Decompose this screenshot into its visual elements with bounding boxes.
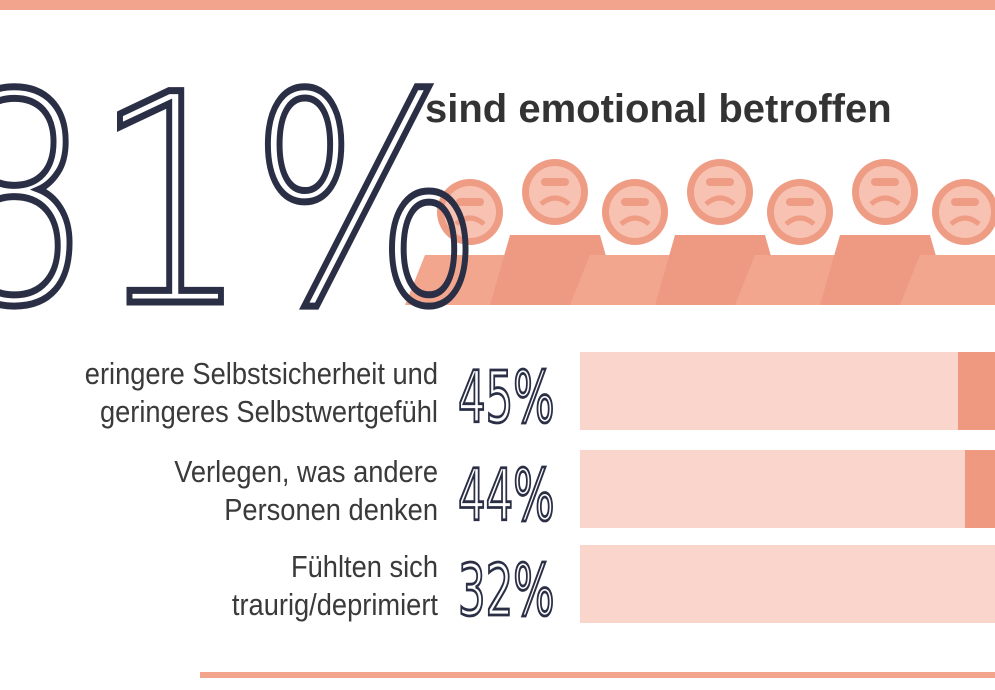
item-label: geringeres Selbstwertgefühl [100,395,438,429]
item-label: Personen denken [224,493,438,527]
person-mouth [704,195,736,206]
person-eyes [456,198,484,206]
person-mouth [869,195,901,206]
person-eyes [541,178,569,186]
bar-end [958,352,995,430]
bar-track [580,352,995,430]
person-mouth [949,215,981,226]
person-mouth [454,215,486,226]
person-face [939,186,991,238]
person-eyes [786,198,814,206]
person-mouth [784,215,816,226]
person-face [609,186,661,238]
person-body [900,255,995,305]
person-face [859,166,911,218]
bar-end [965,450,995,528]
headline-text: sind emotional betroffen [425,87,892,131]
item-percent: 32% [458,549,554,632]
person-mouth [539,195,571,206]
person-face [694,166,746,218]
bottom-rule [200,672,995,678]
headline-percent: 81% [0,34,484,371]
people-icons [405,159,995,305]
item-label: eringere Selbstsicherheit und [85,357,438,391]
items: eringere Selbstsicherheit und geringeres … [85,352,995,633]
item-percent: 44% [458,454,554,537]
person-eyes [871,178,899,186]
item-percent: 45% [458,356,554,439]
top-rule [0,0,995,10]
item-label: Verlegen, was andere [174,455,438,489]
item-label: Fühlten sich [291,550,438,584]
person-face [774,186,826,238]
person-eyes [621,198,649,206]
person-mouth [619,215,651,226]
bar-track [580,545,995,623]
person-eyes [951,198,979,206]
person-face [529,166,581,218]
person-eyes [706,178,734,186]
item-label: traurig/deprimiert [232,588,438,622]
bar-track [580,450,995,528]
